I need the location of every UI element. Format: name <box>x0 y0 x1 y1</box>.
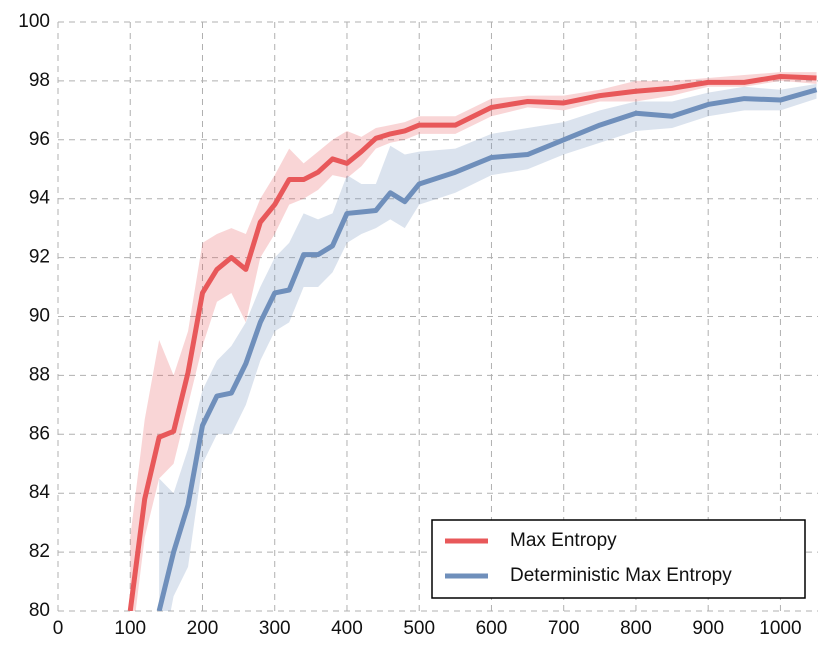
legend-label: Deterministic Max Entropy <box>510 565 732 586</box>
y-tick-label: 88 <box>29 364 50 385</box>
y-tick-label: 82 <box>29 541 50 562</box>
y-tick-label: 92 <box>29 247 50 268</box>
x-tick-label: 600 <box>476 618 508 639</box>
y-tick-label: 80 <box>29 600 50 621</box>
plot-area <box>127 72 818 611</box>
x-tick-label: 200 <box>187 618 219 639</box>
line <box>156 87 818 611</box>
x-tick-label: 900 <box>692 618 724 639</box>
y-tick-label: 96 <box>29 129 50 150</box>
x-tick-label: 400 <box>331 618 363 639</box>
y-tick-label: 100 <box>18 11 50 32</box>
x-tick-label: 100 <box>114 618 146 639</box>
y-tick-label: 90 <box>29 306 50 327</box>
x-tick-label: 800 <box>620 618 652 639</box>
x-tick-label: 700 <box>548 618 580 639</box>
x-tick-label: 300 <box>259 618 291 639</box>
x-tick-label: 0 <box>53 618 64 639</box>
y-tick-label: 98 <box>29 70 50 91</box>
line <box>127 73 817 611</box>
y-tick-label: 94 <box>29 188 51 209</box>
x-tick-label: 1000 <box>759 618 801 639</box>
y-tick-label: 86 <box>29 423 50 444</box>
legend-label: Max Entropy <box>510 530 617 551</box>
y-tick-label: 84 <box>29 482 51 503</box>
x-tick-label: 500 <box>403 618 435 639</box>
legend-box <box>431 519 806 599</box>
